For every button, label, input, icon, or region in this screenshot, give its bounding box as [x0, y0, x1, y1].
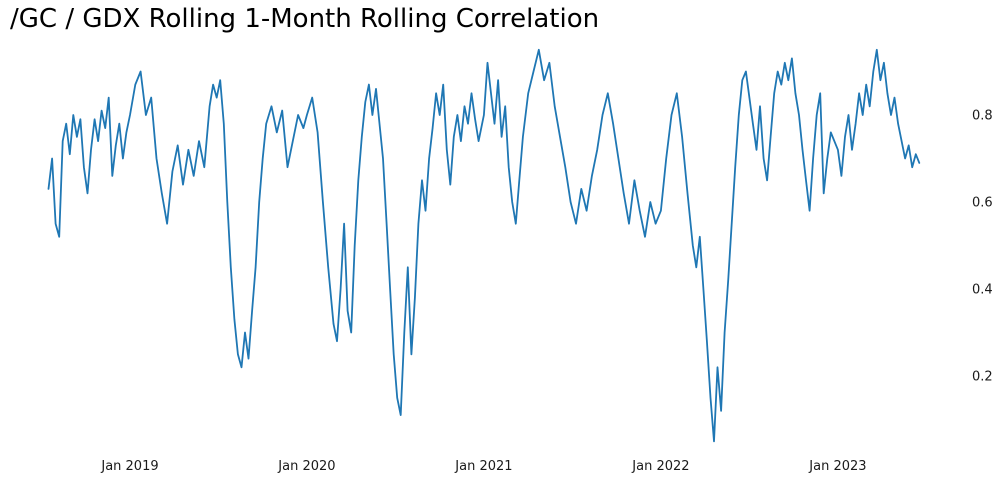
x-tick-label: Jan 2019	[100, 459, 158, 474]
x-tick-label: Jan 2023	[808, 459, 866, 474]
y-tick-label: 0.2	[972, 370, 993, 385]
x-tick-label: Jan 2020	[277, 459, 335, 474]
y-tick-label: 0.6	[972, 196, 993, 211]
x-tick-label: Jan 2021	[454, 459, 512, 474]
x-tick-label: Jan 2022	[631, 459, 689, 474]
correlation-line	[47, 48, 921, 443]
y-tick-label: 0.8	[972, 109, 993, 124]
y-tick-label: 0.4	[972, 283, 993, 298]
chart-title: /GC / GDX Rolling 1-Month Rolling Correl…	[10, 4, 600, 34]
